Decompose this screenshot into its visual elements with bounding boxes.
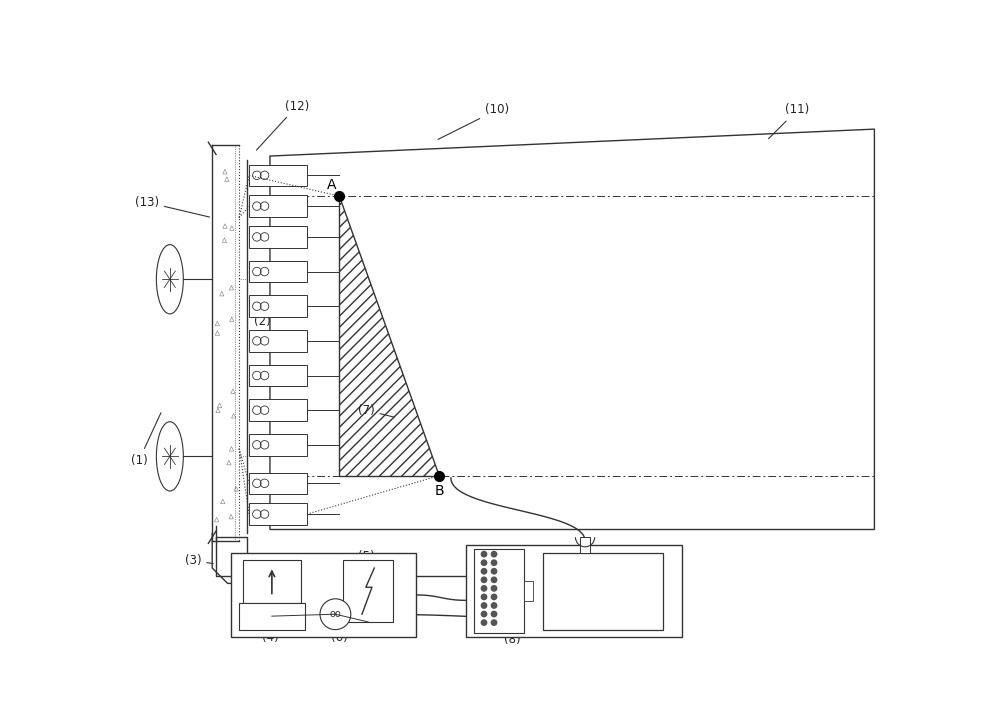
FancyBboxPatch shape: [249, 330, 307, 351]
FancyBboxPatch shape: [249, 195, 307, 217]
FancyBboxPatch shape: [243, 560, 301, 603]
Circle shape: [481, 620, 487, 625]
Circle shape: [481, 594, 487, 599]
Text: B: B: [435, 484, 444, 498]
FancyBboxPatch shape: [249, 261, 307, 283]
FancyBboxPatch shape: [249, 165, 307, 186]
Text: (11): (11): [769, 103, 810, 139]
Circle shape: [481, 586, 487, 591]
FancyBboxPatch shape: [249, 473, 307, 494]
Text: (12): (12): [256, 100, 309, 150]
Text: (8): (8): [501, 633, 521, 646]
Text: (10): (10): [438, 103, 509, 140]
Text: (9): (9): [581, 585, 598, 598]
FancyBboxPatch shape: [249, 226, 307, 248]
FancyBboxPatch shape: [466, 545, 682, 637]
Circle shape: [491, 594, 497, 599]
Text: (6): (6): [331, 630, 348, 643]
Text: oo: oo: [330, 609, 341, 619]
Circle shape: [481, 568, 487, 574]
FancyBboxPatch shape: [343, 560, 393, 622]
FancyBboxPatch shape: [231, 552, 416, 637]
Circle shape: [481, 552, 487, 557]
Circle shape: [481, 577, 487, 583]
FancyBboxPatch shape: [249, 503, 307, 525]
FancyBboxPatch shape: [249, 434, 307, 455]
FancyBboxPatch shape: [543, 552, 663, 630]
Circle shape: [491, 568, 497, 574]
Circle shape: [491, 577, 497, 583]
Circle shape: [481, 612, 487, 617]
Text: A: A: [327, 178, 336, 192]
FancyBboxPatch shape: [474, 549, 524, 633]
Polygon shape: [339, 196, 439, 476]
Text: (4): (4): [262, 630, 278, 643]
Circle shape: [491, 560, 497, 565]
Circle shape: [320, 599, 351, 630]
Text: (7): (7): [358, 403, 394, 417]
FancyBboxPatch shape: [580, 537, 590, 552]
Text: (1): (1): [131, 413, 161, 467]
FancyBboxPatch shape: [239, 603, 305, 630]
Circle shape: [491, 620, 497, 625]
FancyBboxPatch shape: [524, 581, 533, 602]
Circle shape: [491, 603, 497, 608]
Circle shape: [491, 586, 497, 591]
Circle shape: [481, 603, 487, 608]
Circle shape: [481, 560, 487, 565]
Circle shape: [491, 552, 497, 557]
FancyBboxPatch shape: [249, 399, 307, 421]
FancyBboxPatch shape: [249, 364, 307, 386]
Text: (5): (5): [300, 550, 375, 571]
Text: (3): (3): [185, 554, 213, 567]
Text: (2): (2): [254, 308, 276, 328]
Circle shape: [491, 612, 497, 617]
Text: (13): (13): [135, 196, 209, 217]
FancyBboxPatch shape: [249, 296, 307, 317]
